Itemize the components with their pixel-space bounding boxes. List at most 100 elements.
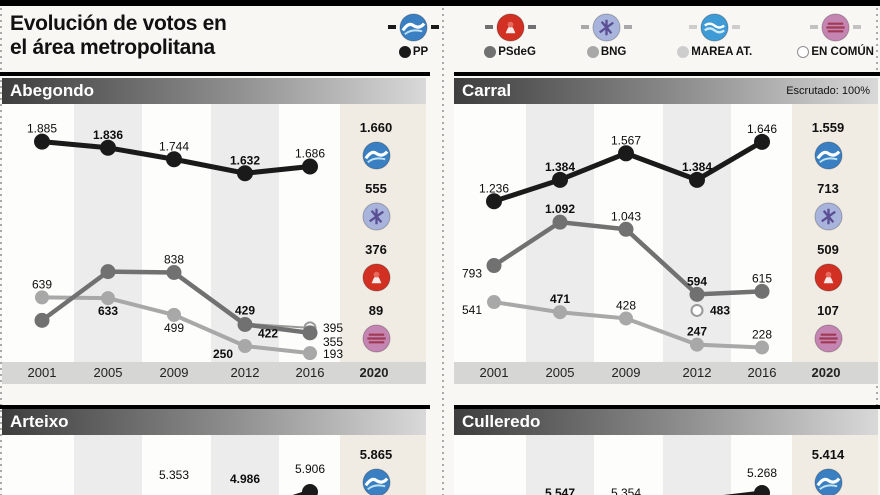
pp-value-label: 1.632 bbox=[230, 153, 260, 167]
legend-logo-row bbox=[581, 12, 633, 42]
pp-point bbox=[166, 151, 182, 168]
encomun-logo bbox=[813, 324, 843, 358]
panel-abegondo: Abegondo 429 395 639 633 499 250 193 838 422 355 1.… bbox=[2, 78, 426, 384]
escrutado-label: Escrutado: 100% bbox=[786, 85, 870, 97]
encomun-2020-value: 107 bbox=[817, 303, 839, 318]
psdeg-point bbox=[34, 312, 50, 328]
bng-value-label: 541 bbox=[462, 303, 482, 317]
pp-logo-icon bbox=[813, 468, 843, 495]
year-column-stripe bbox=[663, 104, 731, 362]
x-axis: 2001 2005 2009 2012 2016 2020 bbox=[454, 362, 878, 384]
legend-party-name: EN COMÚN bbox=[811, 46, 874, 58]
panel-header: Carral Escrutado: 100% bbox=[454, 78, 878, 104]
rule-row2-right bbox=[454, 405, 880, 409]
pp-point bbox=[754, 485, 770, 495]
psdeg-2020-value: 509 bbox=[817, 242, 839, 257]
bng-value-label: 228 bbox=[752, 327, 772, 341]
psdeg-point bbox=[552, 214, 568, 230]
legend-item-bng: BNG bbox=[581, 12, 633, 58]
year-column-stripe bbox=[526, 435, 594, 495]
psdeg-point bbox=[486, 258, 502, 274]
pp-logo bbox=[361, 468, 391, 495]
bng-value-label: 471 bbox=[550, 292, 570, 306]
chart-svg: 5.353 4.986 5.906 bbox=[74, 435, 426, 495]
bng-point bbox=[553, 305, 567, 320]
pp-value-label: 1.885 bbox=[27, 122, 57, 136]
legend-marker-dot bbox=[484, 46, 497, 58]
year-column-stripe bbox=[211, 435, 279, 495]
psdeg-logo bbox=[813, 263, 843, 297]
pp-logo bbox=[813, 468, 843, 495]
bng-2020-value: 713 bbox=[817, 181, 839, 196]
legend-party-name: BNG bbox=[600, 46, 627, 58]
psdeg-value-label: 1.092 bbox=[545, 202, 575, 216]
legend-label: EN COMÚN bbox=[797, 46, 874, 58]
legend-party-name: PP bbox=[412, 46, 429, 58]
bng-point bbox=[303, 346, 317, 361]
encomun-logo-icon bbox=[821, 12, 850, 42]
legend-item-pp: PP bbox=[388, 12, 439, 58]
pp-value-label: 1.567 bbox=[611, 133, 641, 147]
legend-logo-row bbox=[810, 12, 862, 42]
chart-area: 5.353 4.986 5.906 5.865 bbox=[2, 435, 426, 495]
pp-logo-icon bbox=[399, 12, 428, 42]
psdeg-point bbox=[689, 286, 705, 302]
year-tick-2009: 2009 bbox=[159, 365, 189, 380]
year-tick-2020: 2020 bbox=[811, 365, 841, 380]
encomun-2020-value: 89 bbox=[368, 303, 384, 318]
psdeg-logo-icon bbox=[496, 12, 525, 42]
encomun-value-label: 483 bbox=[710, 303, 730, 317]
psdeg-value-label: 793 bbox=[462, 267, 482, 281]
psdeg-2020-value: 376 bbox=[365, 242, 387, 257]
pp-value-label: 1.646 bbox=[747, 122, 777, 136]
legend: PP PSdeG BNG M bbox=[388, 12, 874, 58]
results-2020-column: 5.865 bbox=[341, 447, 411, 495]
encomun-logo bbox=[361, 324, 391, 358]
encomun-value-label: 429 bbox=[235, 304, 255, 318]
chart-svg: 483 541 471 428 247 228 793 1.092 1.043 594 615 1.2… bbox=[462, 104, 878, 362]
pp-logo-icon bbox=[813, 141, 843, 170]
pp-point bbox=[100, 139, 116, 156]
encomun-logo-icon bbox=[361, 324, 391, 353]
line-sample-right bbox=[624, 25, 633, 29]
bng-value-label: 247 bbox=[687, 325, 707, 339]
bng-logo bbox=[361, 202, 391, 236]
results-2020-column: 1.660 555 376 89 bbox=[341, 120, 411, 358]
psdeg-value-label: 615 bbox=[752, 271, 772, 285]
pp-point bbox=[754, 133, 770, 150]
bng-value-label: 428 bbox=[616, 298, 636, 312]
legend-label: MAREA AT. bbox=[677, 46, 752, 58]
year-tick-2012: 2012 bbox=[682, 365, 712, 380]
pp-point bbox=[618, 145, 634, 162]
encomun-point bbox=[690, 303, 704, 317]
pp-logo-icon bbox=[361, 141, 391, 170]
bng-point bbox=[167, 307, 181, 322]
line-sample-left bbox=[581, 25, 590, 29]
line-sample-right bbox=[527, 25, 536, 29]
psdeg-logo-icon bbox=[361, 263, 391, 292]
panel-header: Arteixo bbox=[2, 409, 426, 435]
pp-value-label: 5.547 bbox=[545, 486, 575, 495]
pp-point bbox=[486, 193, 502, 210]
psdeg-point bbox=[100, 264, 116, 280]
panel-title: Culleredo bbox=[462, 412, 541, 431]
legend-logo-row bbox=[388, 12, 439, 42]
panel-title: Arteixo bbox=[10, 412, 69, 431]
left-dotted-separator bbox=[0, 8, 2, 495]
legend-party-name: PSdeG bbox=[498, 46, 536, 58]
psdeg-point bbox=[754, 283, 770, 299]
results-2020-column: 5.414 bbox=[793, 447, 863, 495]
legend-label: BNG bbox=[586, 46, 627, 58]
line-sample-right bbox=[431, 25, 439, 29]
bng-value-label: 250 bbox=[213, 347, 233, 361]
center-dotted-separator bbox=[442, 8, 444, 495]
bng-2020-value: 555 bbox=[365, 181, 387, 196]
bng-point bbox=[35, 290, 49, 305]
psdeg-logo bbox=[361, 263, 391, 297]
year-column-stripe bbox=[526, 104, 594, 362]
line-sample-right bbox=[732, 25, 741, 29]
legend-logo-row bbox=[689, 12, 741, 42]
bng-value-label: 633 bbox=[98, 304, 118, 318]
bng-point bbox=[690, 337, 704, 352]
